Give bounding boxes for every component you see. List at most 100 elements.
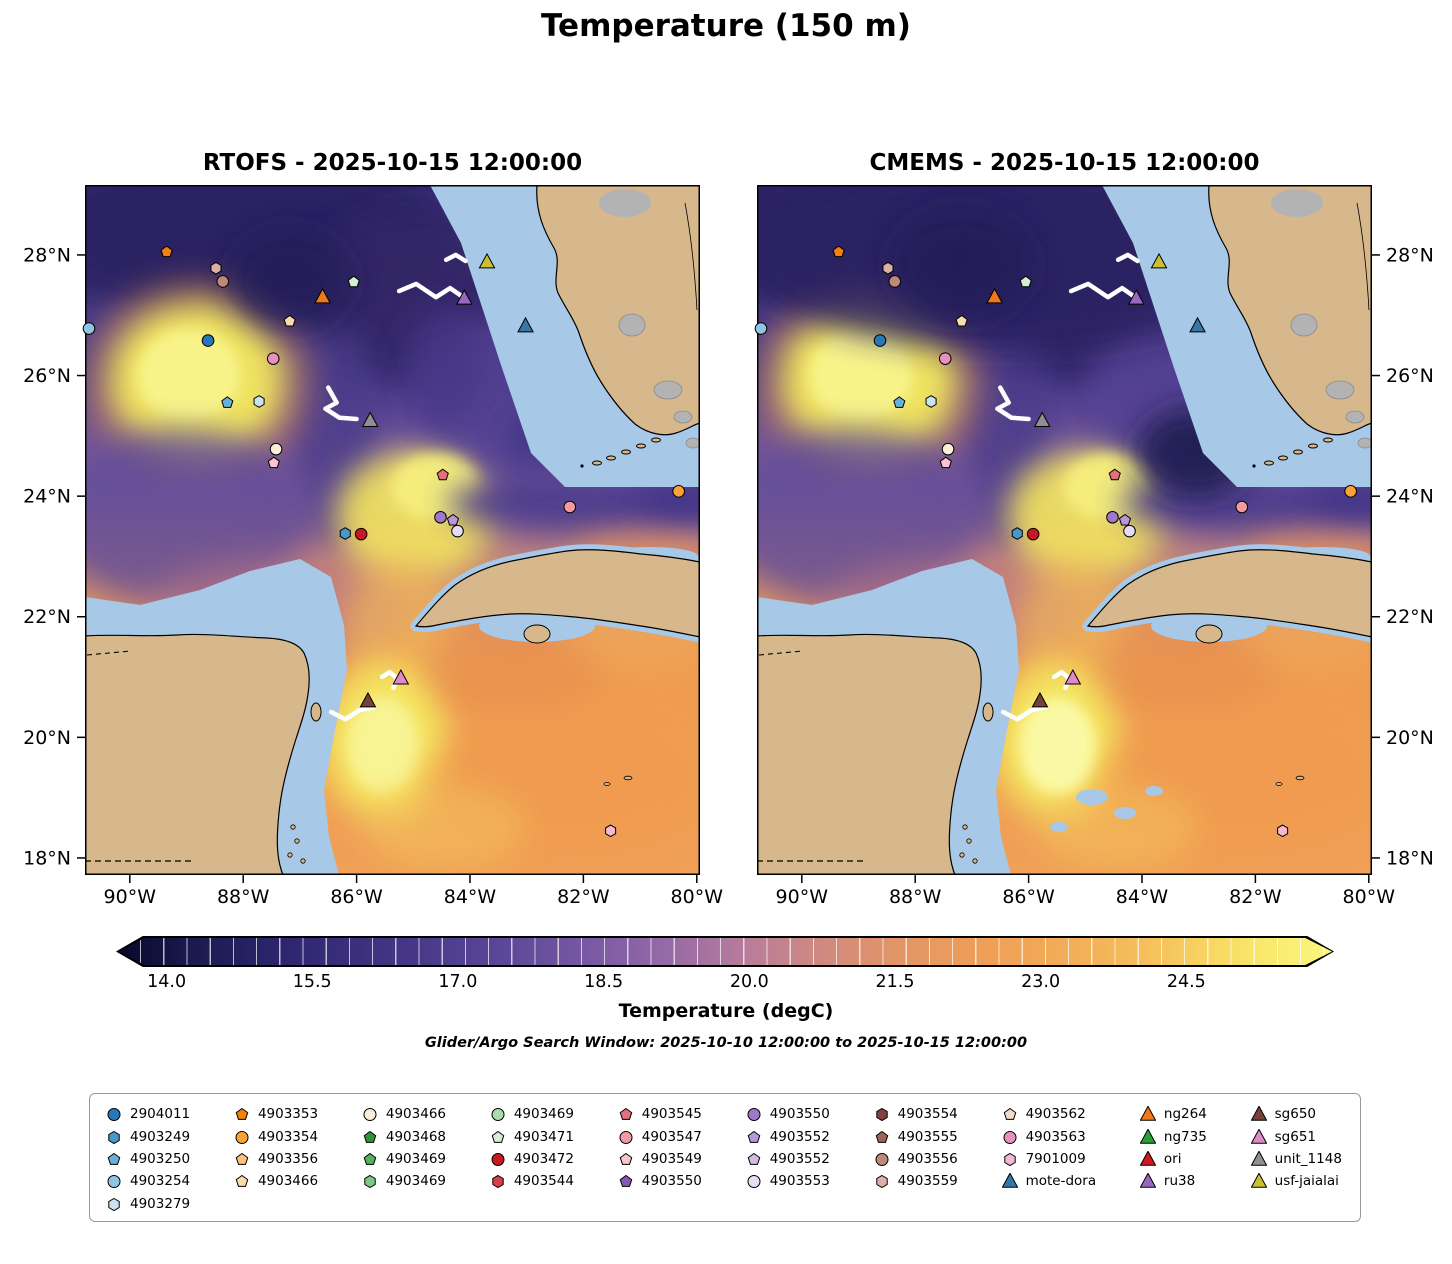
triangle-marker-icon	[1139, 1128, 1156, 1144]
legend-entry-label: 4903250	[130, 1150, 191, 1167]
platform-2904011	[873, 334, 887, 347]
legend-entry-label: unit_1148	[1274, 1150, 1342, 1167]
platform-markers	[82, 245, 685, 838]
platform-7901009	[1277, 824, 1289, 838]
legend-entry-label: 4903471	[513, 1128, 574, 1145]
glider-tracks	[995, 252, 1140, 722]
legend-entry-7901009: 7901009	[1002, 1148, 1097, 1170]
platform-4903559	[882, 261, 894, 275]
platform-4903559	[210, 261, 222, 275]
platform-4903549	[267, 456, 280, 469]
legend-entry-label: 4903549	[641, 1150, 702, 1167]
platform-sg650	[1031, 691, 1049, 708]
lat-tick-label: 22°N	[1386, 606, 1434, 628]
platform-4903552	[1118, 513, 1132, 526]
platform-4903354	[1344, 485, 1357, 498]
colorbar-tick-label: 14.0	[147, 972, 187, 992]
triangle-marker-icon	[1139, 1150, 1156, 1166]
axis-labels: 28°N 26°N 24°N 22°N 20°N 18°N 90°W 88°W 86°W 84°W…	[776, 244, 1434, 908]
platform-4903466	[941, 442, 955, 456]
legend-entry-4903563: 4903563	[1002, 1125, 1097, 1147]
legend-entry-label: 4903545	[641, 1106, 702, 1123]
platform-4903553	[1123, 524, 1136, 538]
platform-usf-jaialai	[478, 252, 496, 269]
circle-marker-icon	[491, 1108, 505, 1122]
ru38-track	[396, 281, 466, 300]
colorbar-gradient	[118, 938, 1332, 965]
colorbar-tick-label: 17.0	[438, 972, 478, 992]
platform-4903254	[754, 322, 768, 335]
triangle-marker-icon	[1139, 1106, 1156, 1121]
usf-jaialai-track	[443, 252, 468, 264]
lat-tick-label: 20°N	[1386, 727, 1434, 749]
platform-usf-jaialai	[1150, 252, 1168, 269]
legend-entry-usf-jaialai: usf-jaialai	[1250, 1170, 1342, 1192]
platform-4903279	[253, 395, 265, 408]
lon-tick-label: 82°W	[557, 886, 610, 908]
lon-tick-label: 90°W	[104, 886, 157, 908]
usf-jaialai-track	[1115, 252, 1140, 264]
legend-entry-label: 4903555	[897, 1128, 958, 1145]
platform-4903249	[339, 527, 351, 540]
platform-4903556	[216, 275, 230, 288]
legend-column: 4903469 4903471 4903472 4903544	[490, 1103, 574, 1215]
platform-4903471	[347, 275, 360, 288]
legend-entry-label: 4903559	[897, 1173, 958, 1190]
platform-sg651	[1064, 668, 1082, 685]
circle-marker-icon	[107, 1108, 121, 1122]
pentagon-marker-icon	[491, 1130, 505, 1143]
hexagon-marker-icon	[108, 1197, 120, 1211]
platform-4903471	[1019, 275, 1032, 288]
colorbar-tick-label: 24.5	[1166, 972, 1206, 992]
legend-entry-4903354: 4903354	[234, 1125, 318, 1147]
legend-entry-label: 4903354	[257, 1128, 319, 1145]
unit_1148-track	[323, 385, 359, 422]
legend-entry-label: 4903353	[257, 1106, 319, 1123]
platform-4903250	[893, 396, 906, 408]
lat-tick-label: 28°N	[1386, 244, 1434, 266]
hexagon-marker-icon	[875, 1108, 888, 1122]
legend-column: 4903550 4903552 4903552 4903553	[746, 1103, 830, 1215]
platform-4903472	[354, 527, 368, 541]
legend-entry-sg650: sg650	[1250, 1103, 1342, 1125]
pentagon-marker-icon	[1003, 1108, 1016, 1121]
platform-mote-dora	[517, 316, 534, 333]
legend-entry-label: 4903466	[257, 1173, 319, 1190]
lon-tick-label: 84°W	[1116, 886, 1169, 908]
pentagon-marker-icon	[363, 1152, 377, 1165]
legend-column: ng264 ng735 ori ru38	[1139, 1103, 1207, 1215]
platform-4903550	[434, 510, 447, 524]
legend-entry-label: 4903249	[130, 1128, 191, 1145]
circle-marker-icon	[1003, 1130, 1017, 1144]
platform-4903563	[266, 352, 280, 365]
platform-4903545	[436, 468, 449, 481]
legend-column: 4903466 4903468 4903469 4903469	[362, 1103, 446, 1215]
axis-labels: 28°N 26°N 24°N 22°N 20°N 18°N 90°W 88°W 86°W 84°W…	[23, 244, 723, 908]
platform-4903545	[1108, 468, 1121, 481]
legend-entry-label: 4903554	[897, 1106, 958, 1123]
legend-entry-label: 4903552	[769, 1150, 830, 1167]
legend-entry-4903469: 4903469	[362, 1148, 446, 1170]
panel-title-rtofs: RTOFS - 2025-10-15 12:00:00	[202, 150, 583, 176]
legend-entry-label: 4903466	[385, 1106, 446, 1123]
legend-entry-4903547: 4903547	[618, 1125, 702, 1147]
lon-tick-label: 90°W	[776, 886, 829, 908]
legend-entry-4903553: 4903553	[746, 1170, 830, 1192]
pentagon-marker-icon	[235, 1108, 249, 1121]
platform-ng264	[314, 287, 331, 304]
legend-entry-4903550: 4903550	[746, 1103, 830, 1125]
circle-marker-icon	[875, 1152, 889, 1166]
legend-column: 4903554 4903555 4903556 4903559	[874, 1103, 958, 1215]
colorbar-tick-label: 21.5	[875, 972, 915, 992]
hexagon-marker-icon	[108, 1130, 120, 1144]
platform-4903466	[269, 442, 283, 456]
platform-ru38	[455, 289, 473, 305]
colorbar-tick-label: 15.5	[292, 972, 332, 992]
triangle-marker-icon	[1250, 1150, 1267, 1166]
triangle-marker-icon	[1250, 1128, 1267, 1144]
platform-mote-dora	[1189, 316, 1206, 333]
legend-entry-label: 7901009	[1025, 1150, 1086, 1167]
ru38-track	[1068, 281, 1138, 300]
legend-entry-label: ru38	[1163, 1173, 1196, 1190]
platform-ru38	[1127, 289, 1145, 305]
